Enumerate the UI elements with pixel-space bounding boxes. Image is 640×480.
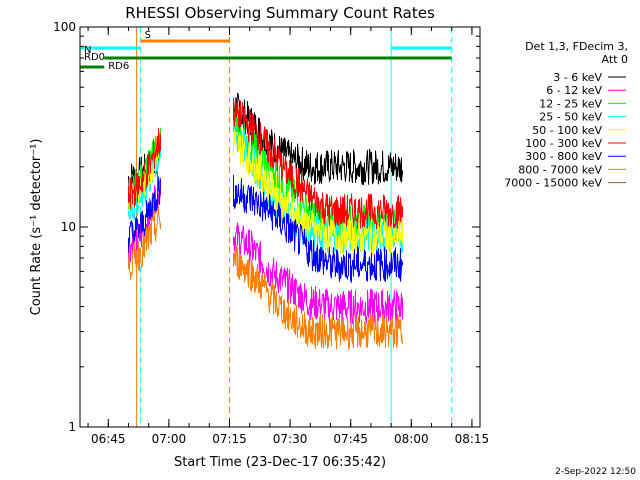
chart-title: RHESSI Observing Summary Count Rates (125, 4, 435, 22)
series-line (128, 176, 161, 254)
legend-label: 100 - 300 keV (525, 137, 602, 150)
series-line (128, 136, 161, 215)
series-line (233, 245, 403, 350)
series-line (233, 174, 403, 284)
decimation-bar-label: RD0 (84, 52, 105, 63)
series-line (128, 205, 161, 280)
legend-label: 25 - 50 keV (539, 111, 602, 124)
attenuator-bar-label: S (145, 30, 151, 41)
x-tick-label: 08:15 (455, 432, 490, 446)
x-tick-label: 07:15 (212, 432, 247, 446)
x-tick-label: 07:45 (333, 432, 368, 446)
x-axis: 06:45 07:00 07:15 07:30 07:45 08:00 08:15 (87, 27, 490, 446)
legend-label: 12 - 25 keV (539, 97, 602, 110)
y-tick-label: 10 (61, 220, 76, 234)
legend-header: Det 1,3, FDecim 3, (525, 40, 628, 53)
series-line (233, 130, 403, 255)
legend-label: 6 - 12 keV (546, 84, 602, 97)
series-line (233, 222, 403, 325)
legend-label: 800 - 7000 keV (518, 163, 602, 176)
saa-bar-label: N (84, 45, 91, 56)
legend-label: 7000 - 15000 keV (504, 177, 602, 190)
series-line (233, 97, 403, 230)
y-axis-label: Count Rate (s⁻¹ detector⁻¹) (29, 139, 44, 316)
y-axis: 1 10 100 (53, 20, 480, 434)
x-axis-label: Start Time (23-Dec-17 06:35:42) (174, 455, 386, 470)
legend-label: 300 - 800 keV (525, 150, 602, 163)
series-line (128, 128, 161, 209)
x-tick-label: 07:30 (273, 432, 308, 446)
y-tick-label: 100 (53, 20, 76, 34)
x-tick-label: 08:00 (394, 432, 429, 446)
legend-label: 3 - 6 keV (553, 71, 602, 84)
y-tick-label: 1 (68, 420, 76, 434)
legend-label: 50 - 100 keV (532, 124, 602, 137)
legend-header: Att 0 (602, 53, 628, 66)
x-tick-label: 06:45 (91, 432, 126, 446)
series-layer (128, 92, 403, 350)
x-tick-label: 07:00 (152, 432, 187, 446)
decimation-bar-label: RD6 (108, 61, 129, 72)
date-stamp: 2-Sep-2022 12:50 (555, 467, 636, 477)
